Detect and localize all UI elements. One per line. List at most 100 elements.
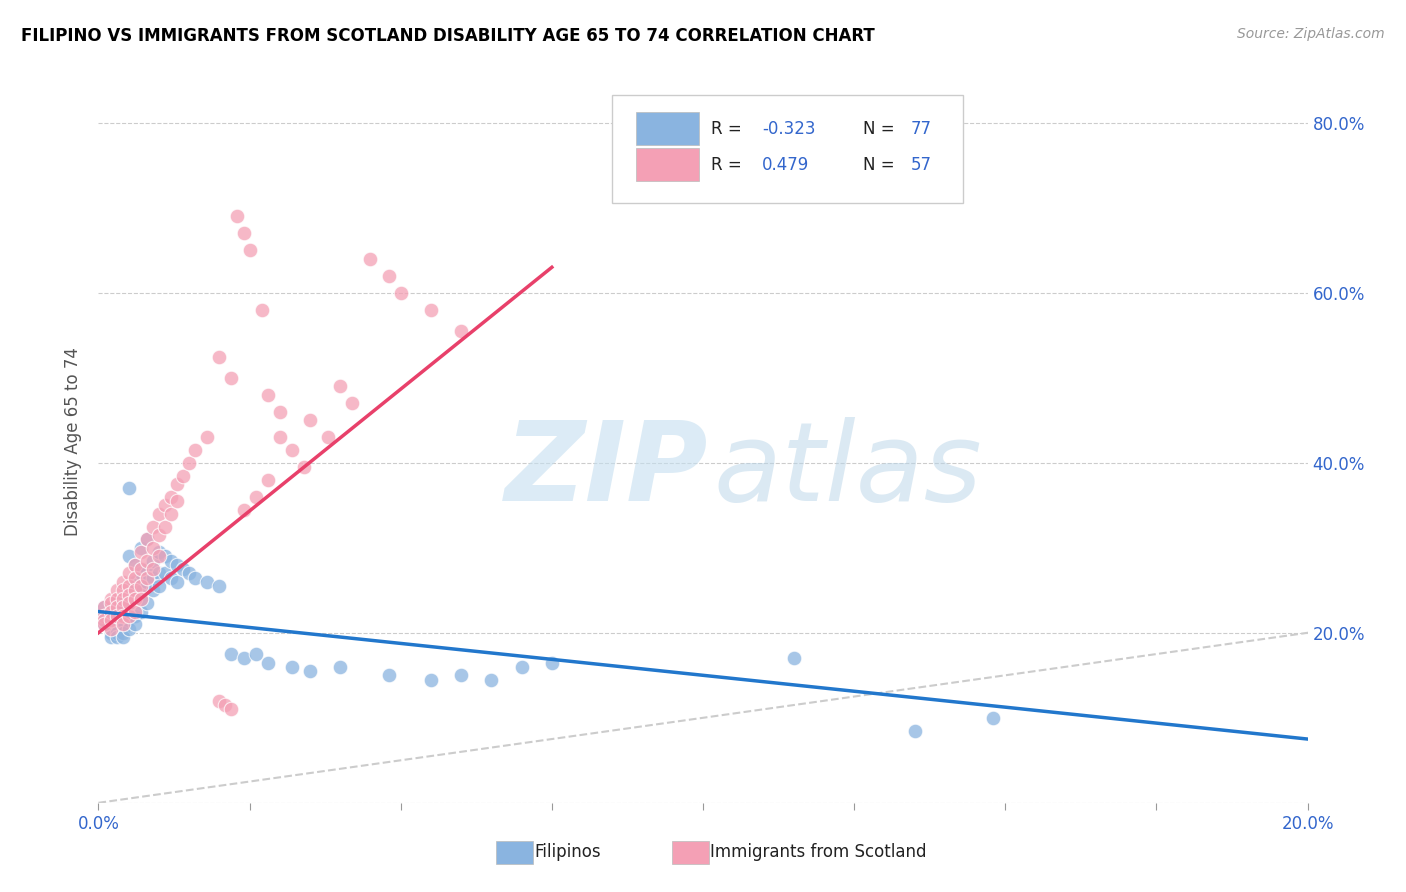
Point bbox=[135, 596, 157, 610]
Point bbox=[124, 574, 146, 589]
Point bbox=[129, 541, 152, 555]
Point bbox=[111, 630, 134, 644]
Point bbox=[481, 673, 503, 687]
Point bbox=[135, 533, 157, 547]
Point bbox=[124, 608, 146, 623]
Point bbox=[281, 660, 304, 674]
FancyBboxPatch shape bbox=[637, 148, 699, 181]
Point bbox=[105, 613, 128, 627]
Point bbox=[783, 651, 806, 665]
Text: R =: R = bbox=[711, 120, 748, 137]
Point bbox=[118, 588, 141, 602]
Text: R =: R = bbox=[711, 156, 752, 174]
Point bbox=[124, 617, 146, 632]
Point bbox=[195, 430, 218, 444]
Point bbox=[208, 350, 231, 364]
Point bbox=[105, 617, 128, 632]
Point bbox=[100, 605, 122, 619]
Point bbox=[148, 545, 170, 559]
Point bbox=[981, 711, 1004, 725]
Point bbox=[904, 723, 927, 738]
Point bbox=[299, 664, 322, 678]
Point bbox=[142, 583, 165, 598]
Point bbox=[111, 617, 134, 632]
Point bbox=[221, 647, 243, 661]
Point bbox=[118, 566, 141, 581]
Point bbox=[232, 502, 254, 516]
Point bbox=[129, 562, 152, 576]
Point bbox=[100, 613, 122, 627]
Point bbox=[93, 613, 115, 627]
Point bbox=[129, 566, 152, 581]
Point bbox=[166, 477, 188, 491]
Point bbox=[135, 553, 157, 567]
Point bbox=[105, 608, 128, 623]
Point bbox=[316, 430, 339, 444]
Point bbox=[179, 456, 201, 470]
Point bbox=[118, 481, 141, 495]
Point bbox=[153, 519, 176, 533]
Point bbox=[129, 579, 152, 593]
Point bbox=[377, 668, 399, 682]
Point bbox=[100, 608, 122, 623]
Point bbox=[160, 490, 183, 504]
Point bbox=[129, 579, 152, 593]
Point bbox=[166, 558, 188, 572]
Point bbox=[105, 625, 128, 640]
Point bbox=[93, 600, 115, 615]
Text: atlas: atlas bbox=[714, 417, 983, 524]
Text: ZIP: ZIP bbox=[505, 417, 709, 524]
Point bbox=[179, 566, 201, 581]
Point bbox=[269, 405, 291, 419]
Point bbox=[105, 591, 128, 606]
Point bbox=[124, 558, 146, 572]
Point bbox=[389, 285, 412, 300]
Point bbox=[221, 371, 243, 385]
Point bbox=[100, 613, 122, 627]
Point bbox=[256, 473, 278, 487]
Point bbox=[420, 673, 443, 687]
Point bbox=[124, 600, 146, 615]
Point bbox=[135, 533, 157, 547]
Point bbox=[118, 613, 141, 627]
Point bbox=[118, 622, 141, 636]
Text: Filipinos: Filipinos bbox=[534, 843, 600, 861]
Point bbox=[111, 608, 134, 623]
Point bbox=[214, 698, 236, 712]
Point bbox=[111, 600, 134, 615]
Point bbox=[118, 608, 141, 623]
Point bbox=[160, 553, 183, 567]
Point bbox=[129, 591, 152, 606]
Point bbox=[105, 600, 128, 615]
Point bbox=[329, 379, 352, 393]
Point bbox=[142, 519, 165, 533]
Point bbox=[105, 583, 128, 598]
Point bbox=[100, 596, 122, 610]
Point bbox=[111, 625, 134, 640]
Point bbox=[93, 608, 115, 623]
Point bbox=[118, 549, 141, 564]
Point bbox=[226, 209, 249, 223]
Point bbox=[135, 562, 157, 576]
Text: 57: 57 bbox=[911, 156, 932, 174]
Point bbox=[221, 702, 243, 716]
Point bbox=[129, 591, 152, 606]
Point bbox=[256, 656, 278, 670]
Point bbox=[292, 460, 315, 475]
FancyBboxPatch shape bbox=[613, 95, 963, 203]
Point bbox=[100, 617, 122, 632]
Point bbox=[166, 574, 188, 589]
Text: FILIPINO VS IMMIGRANTS FROM SCOTLAND DISABILITY AGE 65 TO 74 CORRELATION CHART: FILIPINO VS IMMIGRANTS FROM SCOTLAND DIS… bbox=[21, 27, 875, 45]
Point bbox=[299, 413, 322, 427]
Point bbox=[148, 528, 170, 542]
Point bbox=[105, 605, 128, 619]
Point bbox=[111, 613, 134, 627]
FancyBboxPatch shape bbox=[637, 112, 699, 145]
Point bbox=[342, 396, 364, 410]
Point bbox=[124, 605, 146, 619]
Point bbox=[269, 430, 291, 444]
Point bbox=[93, 613, 115, 627]
Point bbox=[142, 541, 165, 555]
Text: Source: ZipAtlas.com: Source: ZipAtlas.com bbox=[1237, 27, 1385, 41]
Point bbox=[111, 617, 134, 632]
